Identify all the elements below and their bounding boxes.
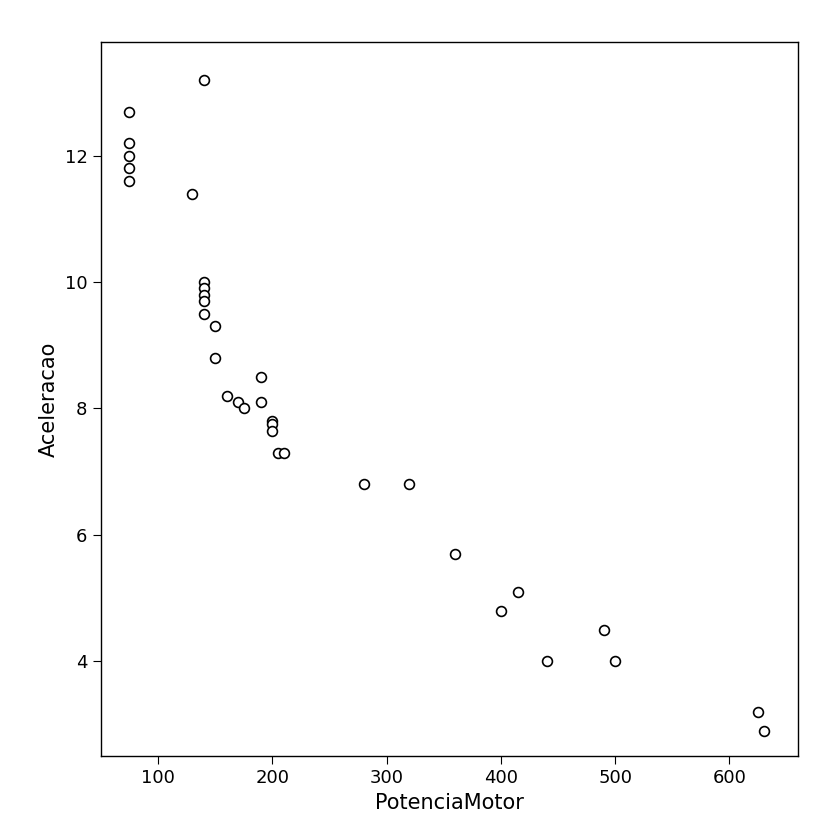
Point <box>197 288 210 302</box>
Point <box>123 136 136 150</box>
Point <box>197 294 210 307</box>
Point <box>123 174 136 187</box>
Point <box>265 417 279 431</box>
X-axis label: PotenciaMotor: PotenciaMotor <box>375 793 524 813</box>
Point <box>751 705 764 718</box>
Point <box>254 370 267 384</box>
Point <box>220 389 234 402</box>
Point <box>494 604 507 617</box>
Point <box>231 396 244 409</box>
Point <box>197 307 210 320</box>
Point <box>254 396 267 409</box>
Point <box>597 623 611 637</box>
Point <box>265 414 279 428</box>
Point <box>197 276 210 289</box>
Point <box>186 187 199 201</box>
Point <box>608 654 622 668</box>
Point <box>512 585 525 598</box>
Point <box>402 478 416 491</box>
Point <box>757 724 770 738</box>
Point <box>123 161 136 175</box>
Point <box>237 402 250 415</box>
Point <box>449 547 462 560</box>
Point <box>208 351 222 365</box>
Point <box>271 446 285 459</box>
Point <box>123 149 136 162</box>
Point <box>197 281 210 295</box>
Point <box>277 446 291 459</box>
Point <box>357 478 370 491</box>
Point <box>197 73 210 87</box>
Y-axis label: Aceleracao: Aceleracao <box>39 341 59 457</box>
Point <box>208 319 222 333</box>
Point <box>123 105 136 118</box>
Point <box>265 424 279 438</box>
Point <box>540 654 554 668</box>
